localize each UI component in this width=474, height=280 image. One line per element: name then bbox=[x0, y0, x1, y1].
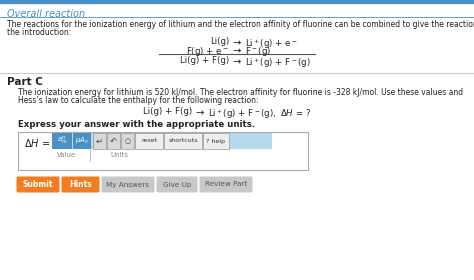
Text: ? help: ? help bbox=[207, 139, 226, 143]
Text: The ionization energy for lithium is 520 kJ/mol. The electron affinity for fluor: The ionization energy for lithium is 520… bbox=[18, 88, 463, 97]
Text: Part C: Part C bbox=[7, 77, 43, 87]
Text: $\rightarrow$: $\rightarrow$ bbox=[194, 107, 206, 117]
Text: $\rightarrow$: $\rightarrow$ bbox=[231, 56, 243, 66]
Bar bbox=[164, 133, 202, 149]
Text: Give Up: Give Up bbox=[163, 181, 191, 188]
Text: Value: Value bbox=[57, 152, 77, 158]
Text: Overall reaction: Overall reaction bbox=[7, 9, 85, 19]
Text: Li(g) + F(g): Li(g) + F(g) bbox=[143, 107, 192, 116]
Text: $\rightarrow$: $\rightarrow$ bbox=[231, 45, 243, 55]
Text: The reactions for the ionization energy of lithium and the electron affinity of : The reactions for the ionization energy … bbox=[7, 20, 474, 29]
Text: shortcuts: shortcuts bbox=[168, 139, 198, 143]
Bar bbox=[135, 133, 163, 149]
Text: $a^n_m$: $a^n_m$ bbox=[57, 135, 67, 147]
Bar bbox=[52, 133, 272, 149]
Text: Hess’s law to calculate the enthalpy for the following reaction:: Hess’s law to calculate the enthalpy for… bbox=[18, 96, 258, 105]
Text: Express your answer with the appropriate units.: Express your answer with the appropriate… bbox=[18, 120, 255, 129]
Text: $\Delta H$ =: $\Delta H$ = bbox=[24, 137, 50, 149]
Text: ○: ○ bbox=[125, 138, 130, 144]
Text: $\mu A_x$: $\mu A_x$ bbox=[75, 136, 89, 146]
Text: Li(g): Li(g) bbox=[210, 37, 229, 46]
Text: Hints: Hints bbox=[69, 180, 92, 189]
Text: Units: Units bbox=[110, 152, 128, 158]
Text: $\rightarrow$: $\rightarrow$ bbox=[231, 37, 243, 47]
Bar bbox=[73, 133, 91, 149]
Bar bbox=[0, 0, 474, 3]
Bar bbox=[107, 133, 120, 149]
Bar bbox=[18, 132, 308, 170]
Bar bbox=[121, 133, 134, 149]
Text: F$^-$(g): F$^-$(g) bbox=[245, 45, 271, 58]
FancyBboxPatch shape bbox=[17, 176, 60, 193]
Text: My Answers: My Answers bbox=[107, 181, 150, 188]
Text: reset: reset bbox=[141, 139, 157, 143]
Bar bbox=[203, 133, 229, 149]
Text: Li$^+$(g) + e$^-$: Li$^+$(g) + e$^-$ bbox=[245, 37, 298, 51]
Text: Li$^+$(g) + F$^-$(g),: Li$^+$(g) + F$^-$(g), bbox=[208, 107, 277, 121]
Text: ↵: ↵ bbox=[96, 137, 103, 146]
Text: Submit: Submit bbox=[23, 180, 53, 189]
FancyBboxPatch shape bbox=[62, 176, 100, 193]
FancyBboxPatch shape bbox=[156, 176, 198, 193]
Text: $\Delta H$ = ?: $\Delta H$ = ? bbox=[280, 107, 311, 118]
FancyBboxPatch shape bbox=[101, 176, 155, 193]
Text: F(g) + e$^-$: F(g) + e$^-$ bbox=[186, 45, 229, 58]
Text: Li$^+$(g) + F$^-$(g): Li$^+$(g) + F$^-$(g) bbox=[245, 56, 311, 70]
Text: Li(g) + F(g): Li(g) + F(g) bbox=[180, 56, 229, 65]
Text: the introduction:: the introduction: bbox=[7, 28, 71, 37]
Text: Review Part: Review Part bbox=[205, 181, 247, 188]
FancyBboxPatch shape bbox=[200, 176, 253, 193]
Bar bbox=[52, 133, 72, 149]
Bar bbox=[93, 133, 106, 149]
Text: ↶: ↶ bbox=[110, 137, 117, 146]
